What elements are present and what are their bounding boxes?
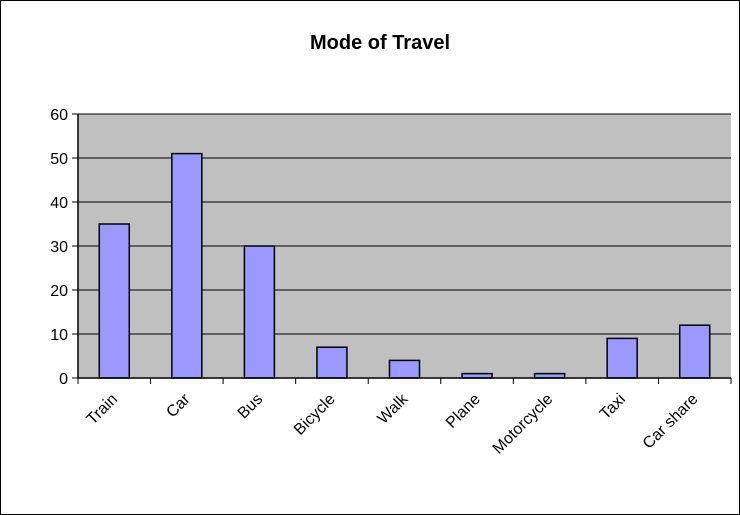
bar-bus — [243, 245, 276, 379]
x-tick-label: Motorcycle — [490, 391, 557, 458]
x-tick-label: Bus — [235, 391, 267, 423]
bar-taxi — [606, 337, 638, 379]
x-tick-label: Taxi — [597, 391, 629, 423]
y-tick-label: 60 — [50, 107, 68, 124]
axes — [72, 113, 732, 384]
y-tick-label: 50 — [50, 151, 68, 168]
y-tick-label: 40 — [50, 195, 68, 212]
x-tick-label: Train — [84, 391, 121, 428]
bar-car-share — [678, 324, 711, 379]
y-tick-label: 20 — [50, 283, 68, 300]
bar-car — [171, 152, 203, 379]
chart-title: Mode of Travel — [310, 32, 450, 54]
bar-bicycle — [316, 346, 348, 379]
x-tick-label: Car — [163, 390, 194, 421]
x-tick-label: Plane — [443, 391, 484, 432]
x-tick-labels: Train Car Bus Bicycle Walk Plane Motorcycle Tax… — [84, 390, 702, 457]
y-tick-label: 0 — [59, 371, 68, 388]
bars — [98, 152, 711, 379]
y-tick-label: 30 — [50, 239, 68, 256]
y-tick-labels: 0 10 20 30 40 50 60 — [50, 107, 68, 388]
x-tick-label: Walk — [375, 390, 412, 427]
bar-walk — [388, 359, 421, 379]
bar-train — [98, 223, 131, 379]
y-tick-label: 10 — [50, 327, 68, 344]
x-tick-label: Bicycle — [291, 391, 339, 439]
x-tick-label: Car share — [640, 391, 702, 453]
